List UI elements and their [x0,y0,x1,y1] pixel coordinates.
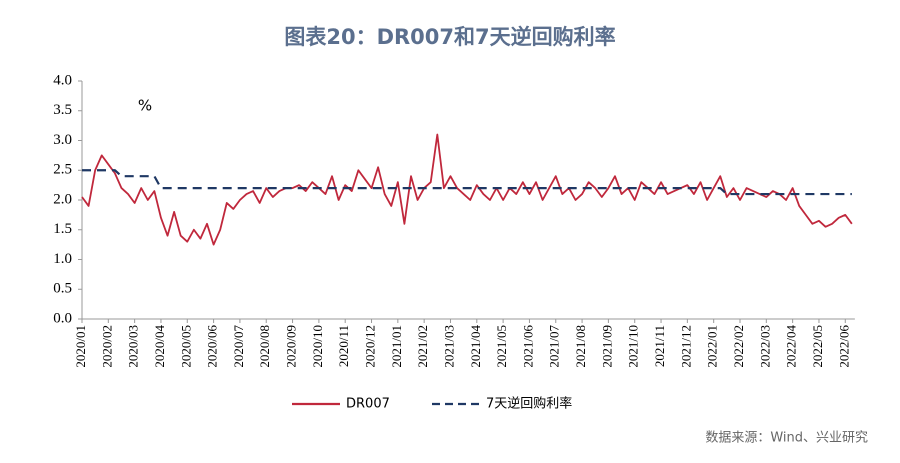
x-tick-label: 2021/12 [678,325,693,368]
x-tick-label: 2020/11 [336,325,351,367]
x-tick-label: 2021/02 [415,325,430,368]
x-tick-label: 2021/03 [441,325,456,368]
y-tick-label: 2.0 [53,191,72,207]
x-tick-label: 2020/12 [363,325,378,368]
x-tick-label: 2022/03 [757,325,772,368]
x-tick-label: 2020/09 [284,325,299,368]
x-tick-label: 2021/10 [626,325,641,368]
x-tick-label: 2021/06 [520,325,535,368]
y-tick-label: 3.0 [53,132,72,148]
x-tick-label: 2020/02 [99,325,114,368]
series-line [82,169,852,196]
x-tick-label: 2021/05 [494,325,509,368]
x-tick-label: 2020/01 [73,325,88,368]
legend-label: DR007 [346,397,390,412]
x-tick-label: 2020/10 [310,325,325,368]
x-tick-label: 2020/04 [152,325,167,368]
x-tick-label: 2020/03 [126,325,141,368]
x-tick-label: 2020/07 [231,325,246,368]
x-tick-label: 2021/08 [573,325,588,368]
y-tick-label: 3.5 [53,102,72,118]
y-unit: % [138,97,152,115]
x-tick-label: 2021/04 [468,325,483,368]
y-tick-label: 4.0 [53,72,72,88]
x-tick-label: 2022/01 [705,325,720,368]
x-tick-label: 2022/05 [810,325,825,368]
y-tick-label: 1.0 [53,251,72,267]
y-tick-label: 1.5 [53,221,72,237]
x-tick-label: 2020/06 [205,325,220,368]
x-tick-label: 2021/11 [652,325,667,367]
x-tick-label: 2022/04 [784,325,799,368]
y-tick-label: 0.0 [53,310,72,326]
x-tick-label: 2021/01 [389,325,404,368]
chart-title: 图表20：DR007和7天逆回购利率 [284,25,615,49]
x-tick-label: 2020/08 [257,325,272,368]
y-tick-label: 2.5 [53,162,72,178]
x-tick-label: 2021/09 [599,325,614,368]
x-tick-label: 2021/07 [547,325,562,368]
x-tick-label: 2022/02 [731,325,746,368]
source-note: 数据来源：Wind、兴业研究 [705,431,868,446]
y-tick-label: 0.5 [53,281,72,297]
legend-label: 7天逆回购利率 [486,396,572,412]
series-line [81,133,853,246]
x-tick-label: 2020/05 [178,325,193,368]
x-tick-label: 2022/06 [836,325,851,368]
